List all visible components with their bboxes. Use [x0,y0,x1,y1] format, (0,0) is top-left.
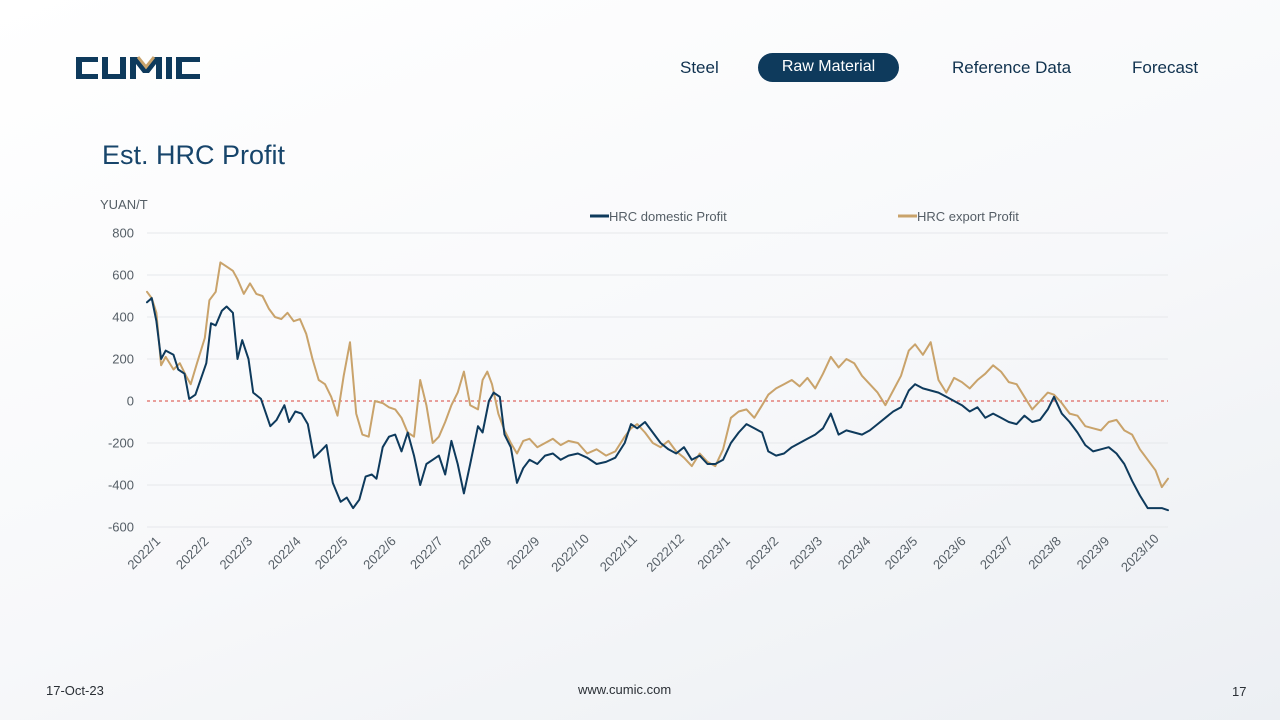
x-tick-label: 2022/6 [360,533,399,572]
x-tick-label: 2023/6 [930,533,969,572]
y-axis-unit-label: YUAN/T [100,197,148,212]
series-line-export [146,261,1169,489]
x-tick-label: 2023/3 [786,533,825,572]
nav-reference-data[interactable]: Reference Data [952,58,1072,77]
cumic-logo [76,56,200,79]
y-tick-label: 0 [127,394,134,409]
y-tick-label: 800 [112,226,134,241]
legend-label: HRC export Profit [917,209,1019,224]
x-tick-label: 2023/4 [835,533,874,572]
x-tick-label: 2023/9 [1074,533,1113,572]
x-tick-label: 2022/4 [265,533,304,572]
x-tick-label: 2022/1 [124,533,163,572]
y-tick-label: -600 [108,520,134,535]
nav-forecast[interactable]: Forecast [1132,58,1199,77]
x-tick-label: 2022/7 [407,533,446,572]
x-tick-label: 2022/11 [597,531,640,574]
series-line-domestic [146,297,1169,512]
footer-url[interactable]: www.cumic.com [578,682,672,697]
y-tick-label: -200 [108,436,134,451]
page-title: Est. HRC Profit [102,140,286,170]
x-tick-label: 2022/9 [504,533,543,572]
x-tick-label: 2022/8 [455,533,494,572]
y-tick-label: -400 [108,478,134,493]
x-tick-label: 2022/2 [173,533,212,572]
nav-steel[interactable]: Steel [680,58,719,77]
y-tick-label: 400 [112,310,134,325]
x-tick-label: 2022/10 [548,531,592,575]
y-tick-label: 600 [112,268,134,283]
page-number: 17 [1232,684,1247,699]
footer-date: 17-Oct-23 [46,683,104,698]
x-tick-label: 2023/1 [694,533,733,572]
x-tick-label: 2023/8 [1025,533,1064,572]
x-tick-label: 2022/3 [217,533,256,572]
y-tick-label: 200 [112,352,134,367]
x-tick-label: 2023/7 [977,533,1016,572]
x-tick-label: 2022/12 [643,531,687,575]
x-tick-label: 2022/5 [312,533,351,572]
legend-label: HRC domestic Profit [609,209,727,224]
x-tick-label: 2023/2 [743,533,782,572]
x-tick-label: 2023/10 [1118,531,1162,575]
nav-raw-material[interactable]: Raw Material [758,53,899,82]
x-tick-label: 2023/5 [882,533,921,572]
